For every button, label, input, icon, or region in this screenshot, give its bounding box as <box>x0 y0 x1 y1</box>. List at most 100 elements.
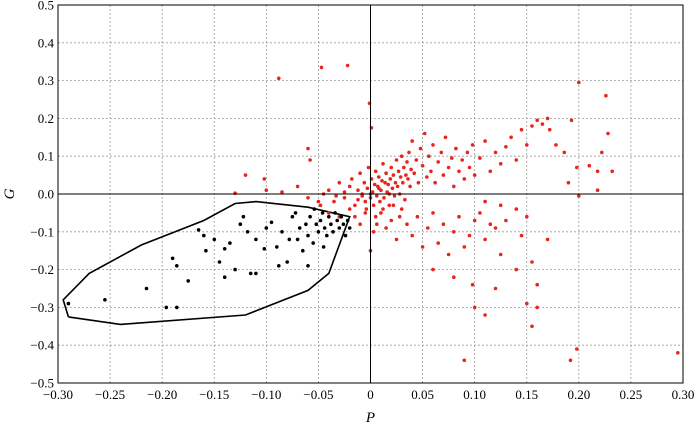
red-point <box>358 222 362 226</box>
red-point <box>377 186 381 191</box>
red-point <box>436 160 441 164</box>
red-point <box>498 252 503 257</box>
red-point <box>450 156 454 160</box>
black-point <box>297 226 302 230</box>
red-point <box>525 301 529 306</box>
red-point <box>595 169 600 174</box>
red-point <box>372 182 377 187</box>
red-point <box>488 222 493 226</box>
red-point <box>356 197 360 202</box>
red-point <box>382 196 386 200</box>
red-point <box>420 163 425 168</box>
red-point <box>462 358 467 363</box>
red-point <box>394 237 399 242</box>
red-point <box>394 158 399 162</box>
red-point <box>387 203 392 208</box>
red-point <box>381 207 385 211</box>
red-point <box>416 180 421 185</box>
black-point <box>241 214 246 219</box>
red-point <box>418 146 423 151</box>
red-point <box>332 199 336 204</box>
red-point <box>356 188 360 192</box>
y-tick-label: −0.3 <box>30 300 54 315</box>
red-point <box>408 184 412 189</box>
y-axis-label: G <box>2 188 18 199</box>
black-point <box>345 218 350 223</box>
red-point <box>587 163 592 168</box>
red-point <box>554 143 558 147</box>
red-point <box>347 207 352 211</box>
red-point <box>362 180 367 185</box>
red-point <box>504 145 508 149</box>
red-point <box>409 167 413 172</box>
red-point <box>373 169 378 174</box>
black-point <box>269 220 274 225</box>
red-point <box>472 305 477 310</box>
red-point <box>426 226 430 230</box>
red-point <box>425 175 429 179</box>
red-point <box>378 199 382 204</box>
red-point <box>392 194 397 198</box>
red-point <box>433 180 437 185</box>
red-point <box>388 177 393 181</box>
red-point <box>347 184 352 189</box>
black-point <box>175 305 179 310</box>
x-tick-labels: −0.30 −0.25 −0.20 −0.15 −0.10 −0.05 0 0.05 0.10 0… <box>43 387 694 402</box>
black-point <box>335 218 340 223</box>
black-point <box>262 247 267 251</box>
red-point <box>525 214 529 219</box>
red-point <box>483 139 487 143</box>
red-point <box>308 158 312 162</box>
black-point <box>238 222 243 226</box>
red-point <box>396 169 401 174</box>
x-tick-label: 0.20 <box>567 387 590 402</box>
x-tick-label: −0.05 <box>303 387 333 402</box>
black-point <box>306 264 310 268</box>
red-point <box>318 203 323 208</box>
red-point <box>493 150 498 155</box>
red-point <box>405 160 409 164</box>
red-point <box>366 165 371 170</box>
x-tick-label: 0.15 <box>515 387 538 402</box>
red-point <box>375 222 379 226</box>
red-point <box>353 214 357 219</box>
red-point <box>277 76 281 81</box>
red-point <box>436 241 441 245</box>
red-point <box>316 199 321 204</box>
red-point <box>575 347 579 351</box>
red-point <box>380 179 384 183</box>
red-point <box>375 194 379 198</box>
red-point <box>470 143 475 147</box>
red-point <box>389 165 394 170</box>
black-point <box>325 233 329 238</box>
red-point <box>431 143 435 147</box>
red-point <box>429 169 433 174</box>
red-point <box>519 233 524 238</box>
red-point <box>403 197 407 202</box>
red-point <box>569 118 574 123</box>
red-point <box>405 222 409 226</box>
red-point <box>547 127 552 132</box>
red-point <box>427 154 431 158</box>
red-point <box>470 282 475 287</box>
red-point <box>327 188 331 192</box>
black-point <box>222 247 227 251</box>
red-point <box>363 199 368 204</box>
black-point <box>311 241 316 245</box>
black-point <box>275 245 279 249</box>
y-tick-label: 0.3 <box>38 73 54 88</box>
red-point <box>262 177 267 181</box>
red-point <box>371 230 376 234</box>
zero-lines <box>58 5 683 383</box>
y-tick-label: −0.2 <box>30 262 54 277</box>
red-point <box>498 162 503 166</box>
red-point <box>371 203 376 208</box>
red-point <box>483 313 487 317</box>
red-point <box>384 171 388 175</box>
red-point <box>391 173 396 177</box>
black-point <box>318 218 323 223</box>
red-point <box>452 184 456 189</box>
black-point <box>327 214 331 219</box>
red-point <box>478 211 482 215</box>
red-point <box>595 188 600 192</box>
